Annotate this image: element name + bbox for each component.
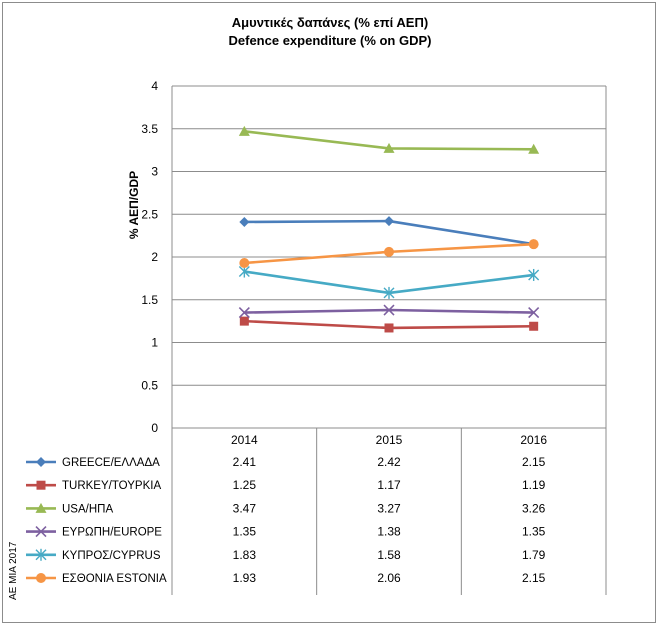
data-point	[528, 268, 540, 281]
y-tick-label: 0.5	[141, 378, 158, 392]
data-point	[36, 573, 46, 583]
data-point	[35, 502, 47, 513]
data-point	[239, 257, 250, 268]
table-value: 1.58	[377, 548, 401, 562]
y-tick-label: 0	[151, 421, 158, 435]
table-value: 1.19	[522, 478, 546, 492]
legend-label: TURKEY/ΤΟΥΡΚΙΑ	[62, 480, 161, 492]
y-tick-label: 2.5	[141, 207, 158, 221]
y-axis-label: % ΑΕΠ/GDP	[127, 171, 141, 239]
series-2	[239, 316, 539, 333]
data-point	[238, 125, 250, 136]
data-point	[239, 216, 250, 227]
y-tick-label: 1	[151, 336, 158, 350]
series-lines	[238, 125, 540, 333]
table-value: 3.26	[522, 501, 546, 515]
y-tick-label: 1.5	[141, 293, 158, 307]
data-point-stroke	[35, 526, 47, 538]
y-tick-label: 2	[151, 250, 158, 264]
table-value: 2.15	[522, 571, 546, 585]
data-point	[383, 142, 395, 153]
y-tick-labels: 0 0.5 1 1.5 2 2.5 3 3.5 4	[141, 79, 158, 435]
side-credit: ΑΕ ΜΙΑ 2017	[8, 541, 19, 600]
data-point	[384, 216, 394, 227]
series-6	[239, 239, 539, 268]
chart-title-block: Αμυντικές δαπάνες (% επί ΑΕΠ) Defence ex…	[0, 14, 660, 50]
data-point	[35, 526, 47, 538]
data-point	[36, 457, 46, 467]
table-value: 1.17	[377, 478, 401, 492]
legend-label: ΚΥΠΡΟΣ/CYPRUS	[62, 550, 161, 562]
y-tick-label: 3.5	[141, 122, 158, 136]
data-point	[528, 143, 540, 154]
data-point	[383, 304, 395, 316]
table-value: 1.35	[233, 525, 257, 539]
table-row: TURKEY/ΤΟΥΡΚΙΑ 1.25 1.17 1.19	[26, 478, 546, 492]
legend-label: ΕΣΘΟΝΙΑ ESTONIA	[62, 573, 167, 585]
y-tick-label: 4	[151, 79, 158, 93]
chart-subtitle: Defence expenditure (% on GDP)	[228, 33, 432, 48]
data-point-stroke	[528, 307, 540, 319]
x-tick-label: 2015	[376, 433, 403, 447]
series-5	[238, 265, 540, 299]
data-point	[384, 323, 394, 333]
x-tick-label: 2016	[520, 433, 547, 447]
chart-title: Αμυντικές δαπάνες (% επί ΑΕΠ)	[231, 15, 429, 30]
table-row: USA/ΗΠΑ 3.47 3.27 3.26	[26, 501, 546, 515]
data-point	[529, 321, 539, 331]
data-point	[36, 480, 46, 490]
data-point	[528, 307, 540, 319]
data-point	[384, 246, 394, 257]
table-value: 1.38	[377, 525, 401, 539]
table-row: ΚΥΠΡΟΣ/CYPRUS 1.83 1.58 1.79	[26, 548, 546, 562]
gridlines	[171, 85, 607, 595]
data-table: GREECE/ΕΛΛΑΔΑ 2.41 2.42 2.15 TURKEY/ΤΟΥΡΚΙΑ 1…	[26, 455, 546, 585]
data-point	[238, 307, 250, 319]
table-value: 2.41	[233, 455, 257, 469]
data-point	[383, 286, 395, 299]
x-tick-label: 2014	[231, 433, 258, 447]
table-row: GREECE/ΕΛΛΑΔΑ 2.41 2.42 2.15	[26, 455, 546, 469]
series-1	[239, 216, 539, 250]
table-value: 1.35	[522, 525, 546, 539]
data-point	[528, 239, 539, 250]
data-point-stroke	[238, 307, 250, 319]
x-tick-labels: 2014 2015 2016	[231, 433, 547, 447]
table-value: 3.47	[233, 501, 257, 515]
table-value: 1.93	[233, 571, 257, 585]
table-row: ΕΥΡΩΠΗ/EUROPE 1.35 1.38 1.35	[26, 525, 546, 539]
table-value: 1.25	[233, 478, 257, 492]
data-point	[239, 316, 249, 326]
table-value: 2.06	[377, 571, 401, 585]
legend-label: USA/ΗΠΑ	[62, 503, 113, 515]
table-value: 1.79	[522, 548, 546, 562]
y-tick-label: 3	[151, 165, 158, 179]
legend-label: GREECE/ΕΛΛΑΔΑ	[62, 457, 160, 469]
series-4	[238, 304, 540, 319]
legend-label: ΕΥΡΩΠΗ/EUROPE	[62, 527, 162, 539]
table-value: 2.15	[522, 455, 546, 469]
table-value: 2.42	[377, 455, 401, 469]
data-point-stroke	[383, 304, 395, 316]
data-point	[35, 548, 47, 561]
table-value: 3.27	[377, 501, 401, 515]
table-row: ΕΣΘΟΝΙΑ ESTONIA 1.93 2.06 2.15	[26, 571, 546, 585]
series-3	[238, 125, 540, 154]
table-value: 1.83	[233, 548, 257, 562]
